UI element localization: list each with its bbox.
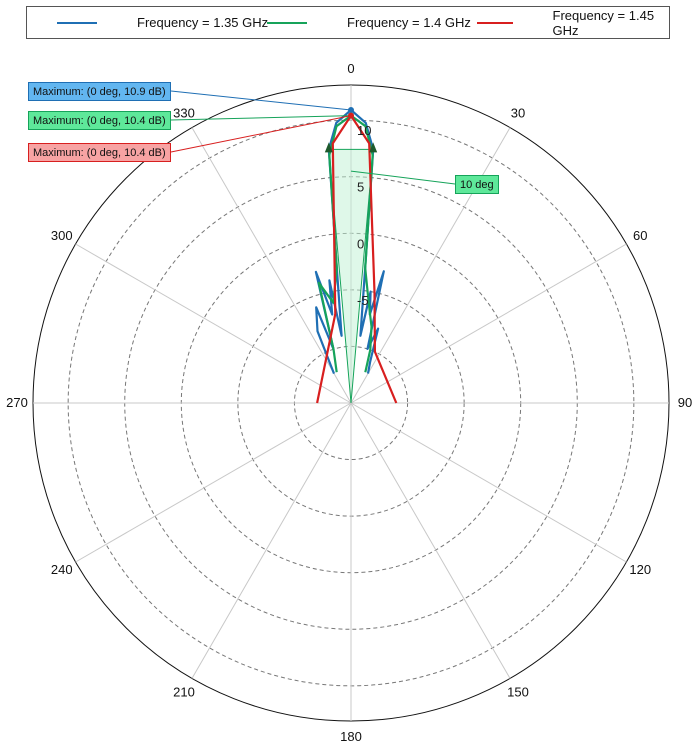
annotation-max-1-35ghz: Maximum: (0 deg, 10.9 dB): [28, 82, 171, 101]
angle-tick-label: 330: [173, 106, 195, 121]
angle-tick-label: 0: [347, 61, 354, 76]
angle-tick-label: 300: [51, 228, 73, 243]
legend-item-1-4ghz[interactable]: Frequency = 1.4 GHz: [267, 7, 471, 38]
angle-spoke: [191, 402, 352, 679]
angle-tick-label: 240: [51, 562, 73, 577]
legend-label: Frequency = 1.4 GHz: [347, 15, 471, 30]
max-leader: [170, 115, 352, 153]
beamwidth-leader: [350, 170, 456, 185]
radial-tick-label: 5: [357, 180, 364, 195]
annotation-beamwidth: 10 deg: [455, 175, 499, 194]
angle-spoke: [350, 402, 627, 563]
radial-tick-label: -5: [357, 293, 369, 308]
legend: Frequency = 1.35 GHz Frequency = 1.4 GHz…: [26, 6, 670, 39]
angle-tick-label: 90: [678, 395, 692, 410]
annotation-max-1-4ghz: Maximum: (0 deg, 10.4 dB): [28, 111, 171, 130]
angle-tick-label: 210: [173, 684, 195, 699]
legend-swatch: [267, 21, 307, 24]
angle-spoke: [191, 127, 352, 404]
beamwidth-marker: [324, 142, 333, 153]
legend-item-1-45ghz[interactable]: Frequency = 1.45 GHz: [477, 7, 669, 38]
angle-tick-label: 150: [507, 684, 529, 699]
angle-tick-label: 30: [511, 106, 525, 121]
beamwidth-marker: [369, 142, 378, 153]
angle-tick-label: 270: [6, 395, 28, 410]
polar-grid: [32, 84, 670, 722]
legend-label: Frequency = 1.45 GHz: [552, 7, 655, 38]
legend-item-1-35ghz[interactable]: Frequency = 1.35 GHz: [57, 7, 268, 38]
angle-tick-label: 60: [633, 228, 647, 243]
angle-spoke: [75, 243, 352, 404]
radial-tick-label: 0: [357, 236, 364, 251]
angle-spoke: [75, 402, 352, 563]
annotation-max-1-45ghz: Maximum: (0 deg, 10.4 dB): [28, 143, 171, 162]
series-layer: [314, 108, 398, 404]
angle-spoke: [350, 243, 627, 404]
legend-swatch: [57, 21, 97, 24]
max-leader: [170, 115, 352, 121]
max-leader: [170, 90, 352, 111]
angle-tick-label: 180: [340, 729, 362, 744]
annotation-leaders: [170, 90, 456, 185]
legend-swatch: [477, 21, 513, 24]
tick-labels: 0 30 60 90 120 150 180 210 240 270 300 330 10 5 0 -5: [6, 61, 692, 744]
angle-tick-label: 120: [629, 562, 651, 577]
radial-tick-label: 10: [357, 123, 371, 138]
angle-spoke: [350, 127, 511, 404]
beamwidth-wedge: [328, 148, 374, 404]
series-line-3: [316, 114, 398, 404]
legend-label: Frequency = 1.35 GHz: [137, 15, 269, 30]
angle-spoke: [350, 402, 511, 679]
